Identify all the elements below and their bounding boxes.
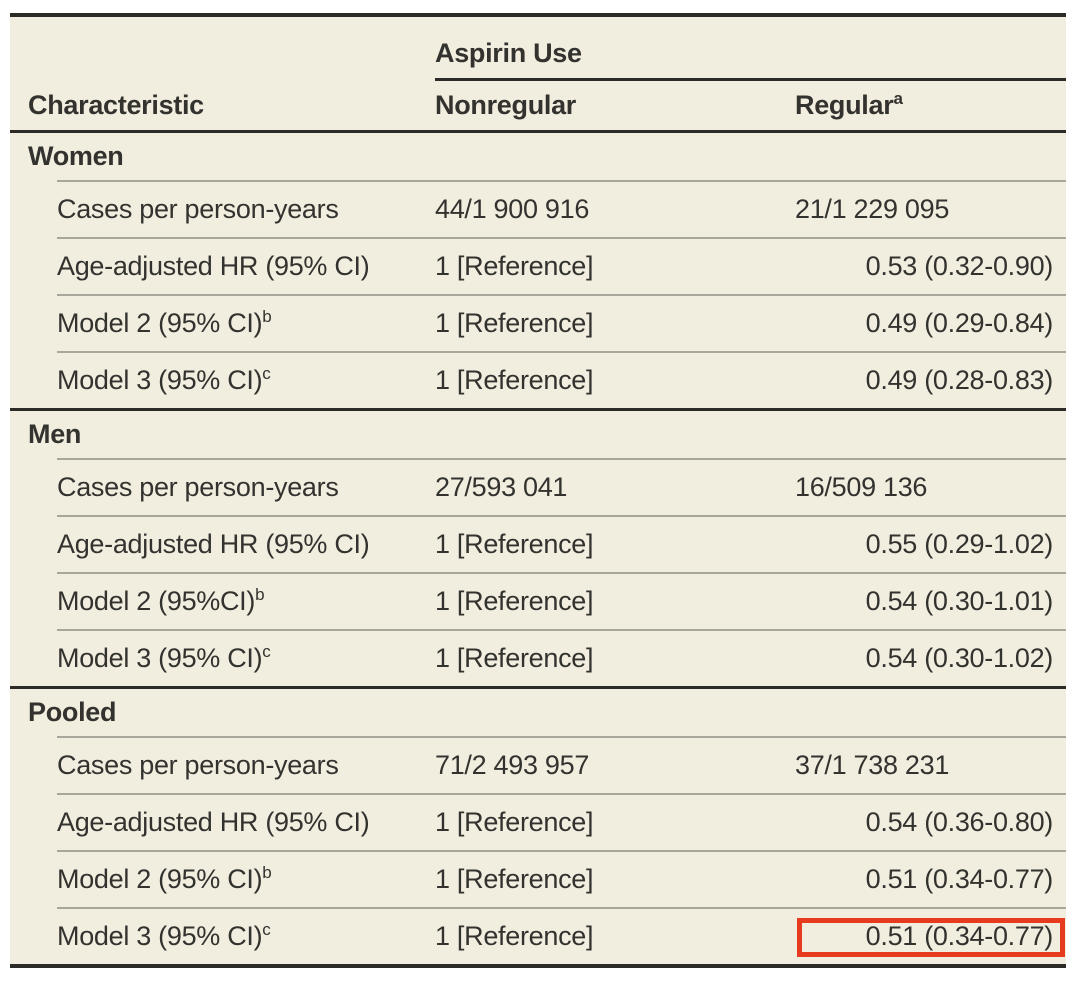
nonregular-value: 71/2 493 957: [435, 750, 590, 780]
column-header-row: Characteristic Nonregular Regulara: [10, 81, 1066, 130]
table-row: Cases per person-years 71/2 493 957 37/1…: [10, 738, 1066, 793]
row-label: Model 2 (95%CI)b: [57, 585, 265, 616]
table-row: Age-adjusted HR (95% CI) 1 [Reference] 0…: [10, 517, 1066, 572]
row-label: Model 3 (95% CI)c: [57, 364, 271, 395]
header-bottom-rule: [10, 130, 1066, 133]
table-row: Age-adjusted HR (95% CI) 1 [Reference] 0…: [10, 239, 1066, 294]
row-separator: [57, 907, 1066, 909]
nonregular-value: 1 [Reference]: [435, 365, 594, 395]
table-row: Model 2 (95%CI)b 1 [Reference] 0.54 (0.3…: [10, 574, 1066, 629]
row-separator: [57, 180, 1066, 182]
footnote-marker-b: b: [262, 863, 272, 882]
section-header-men: Men: [28, 419, 82, 449]
row-label: Model 3 (95% CI)c: [57, 642, 271, 673]
row-separator: [57, 515, 1066, 517]
table-row: Model 3 (95% CI)c 1 [Reference] 0.51 (0.…: [10, 909, 1066, 964]
column-header-characteristic: Characteristic: [28, 90, 204, 120]
section-divider: [10, 686, 1066, 689]
nonregular-value: 1 [Reference]: [435, 586, 594, 616]
row-separator: [57, 294, 1066, 296]
section-divider: [10, 408, 1066, 411]
table-row: Age-adjusted HR (95% CI) 1 [Reference] 0…: [10, 795, 1066, 850]
row-separator: [57, 458, 1066, 460]
table-row: Cases per person-years 27/593 041 16/509…: [10, 460, 1066, 515]
section-header-pooled: Pooled: [28, 697, 117, 727]
regular-value-highlighted: 0.51 (0.34-0.77): [795, 918, 1066, 957]
footnote-marker-c: c: [262, 920, 271, 939]
spanner-row: Aspirin Use: [10, 17, 1066, 78]
table-row: Model 3 (95% CI)c 1 [Reference] 0.49 (0.…: [10, 353, 1066, 408]
row-label: Age-adjusted HR (95% CI): [57, 251, 370, 281]
row-separator: [57, 736, 1066, 738]
regular-value: 0.49 (0.29-0.84): [865, 308, 1054, 338]
column-header-regular: Regulara: [795, 89, 903, 120]
table-row: Model 2 (95% CI)b 1 [Reference] 0.51 (0.…: [10, 852, 1066, 907]
regular-value: 37/1 738 231: [795, 750, 950, 780]
footnote-marker-c: c: [262, 642, 271, 661]
nonregular-value: 1 [Reference]: [435, 921, 594, 951]
row-separator: [57, 237, 1066, 239]
nonregular-value: 1 [Reference]: [435, 807, 594, 837]
spanner-underline: [435, 78, 1066, 81]
row-separator: [57, 572, 1066, 574]
table-row: Model 2 (95% CI)b 1 [Reference] 0.49 (0.…: [10, 296, 1066, 351]
footnote-marker-c: c: [262, 364, 271, 383]
row-label: Model 3 (95% CI)c: [57, 920, 271, 951]
regular-value: 16/509 136: [795, 472, 928, 502]
row-separator: [57, 793, 1066, 795]
footnote-marker-b: b: [255, 585, 265, 604]
table-row: Model 3 (95% CI)c 1 [Reference] 0.54 (0.…: [10, 631, 1066, 686]
footnote-marker-a: a: [893, 89, 903, 108]
row-separator: [57, 850, 1066, 852]
regular-value: 0.54 (0.30-1.02): [865, 643, 1054, 673]
aspirin-use-table: Aspirin Use Characteristic Nonregular Re…: [10, 13, 1066, 968]
nonregular-value: 44/1 900 916: [435, 194, 590, 224]
regular-value: 0.54 (0.36-0.80): [865, 807, 1054, 837]
nonregular-value: 1 [Reference]: [435, 251, 594, 281]
row-label: Model 2 (95% CI)b: [57, 863, 272, 894]
row-label: Age-adjusted HR (95% CI): [57, 807, 370, 837]
row-label: Model 2 (95% CI)b: [57, 307, 272, 338]
nonregular-value: 1 [Reference]: [435, 308, 594, 338]
row-separator: [57, 351, 1066, 353]
section-header-women: Women: [28, 141, 124, 171]
regular-value: 21/1 229 095: [795, 194, 950, 224]
regular-value: 0.51 (0.34-0.77): [865, 864, 1054, 894]
spanner-header: Aspirin Use: [435, 38, 582, 68]
row-label: Age-adjusted HR (95% CI): [57, 529, 370, 559]
nonregular-value: 1 [Reference]: [435, 864, 594, 894]
row-label: Cases per person-years: [57, 750, 339, 780]
red-annotation-highlight-box: [797, 918, 1065, 957]
row-label: Cases per person-years: [57, 472, 339, 502]
regular-value: 0.49 (0.28-0.83): [865, 365, 1054, 395]
nonregular-value: 27/593 041: [435, 472, 568, 502]
nonregular-value: 1 [Reference]: [435, 529, 594, 559]
regular-value: 0.55 (0.29-1.02): [865, 529, 1054, 559]
table-row: Cases per person-years 44/1 900 916 21/1…: [10, 182, 1066, 237]
nonregular-value: 1 [Reference]: [435, 643, 594, 673]
regular-value: 0.54 (0.30-1.01): [865, 586, 1054, 616]
regular-value: 0.53 (0.32-0.90): [865, 251, 1054, 281]
row-label: Cases per person-years: [57, 194, 339, 224]
column-header-nonregular: Nonregular: [435, 90, 577, 120]
footnote-marker-b: b: [262, 307, 272, 326]
row-separator: [57, 629, 1066, 631]
